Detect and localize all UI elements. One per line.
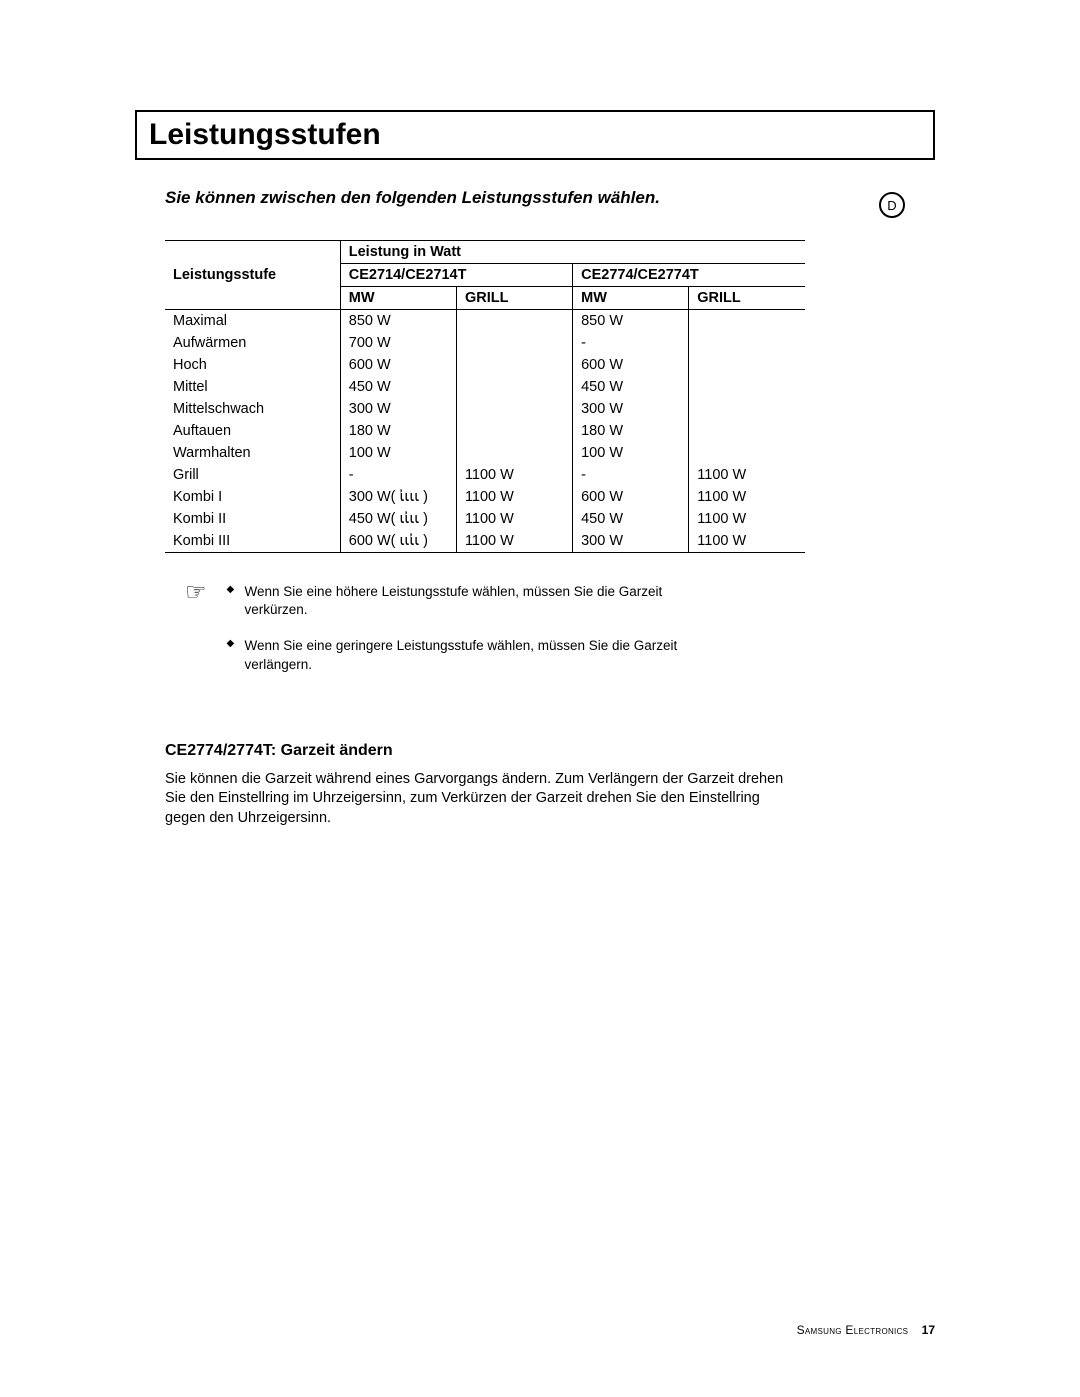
cell-grill-a: 1100 W	[456, 508, 572, 530]
cell-mw-b: -	[573, 332, 689, 354]
cell-level: Auftauen	[165, 420, 340, 442]
cell-mw-a: 300 W	[340, 398, 456, 420]
cell-mw-b: 850 W	[573, 310, 689, 333]
table-row: Kombi II 450 W( ꙇꙇ҆ꙇꙇ ) 1100 W 450 W 110…	[165, 508, 805, 530]
table-row: Kombi III 600 W( ꙇꙇꙇ҆ꙇ ) 1100 W 300 W 11…	[165, 530, 805, 553]
cell-grill-b	[689, 376, 805, 398]
cell-grill-b	[689, 442, 805, 464]
cell-grill-b: 1100 W	[689, 464, 805, 486]
cell-grill-a	[456, 398, 572, 420]
table-row: Aufwärmen 700 W -	[165, 332, 805, 354]
cell-level: Warmhalten	[165, 442, 340, 464]
cell-mw-a: 300 W( ꙇ҆ꙇꙇꙇ )	[340, 486, 456, 508]
cell-level: Kombi II	[165, 508, 340, 530]
header-mw-a: MW	[340, 287, 456, 310]
cell-mw-a: 450 W( ꙇꙇ҆ꙇꙇ )	[340, 508, 456, 530]
cell-grill-a: 1100 W	[456, 530, 572, 553]
note-item: Wenn Sie eine geringere Leistungsstufe w…	[227, 637, 697, 673]
cell-grill-a	[456, 354, 572, 376]
cell-level: Hoch	[165, 354, 340, 376]
language-badge: D	[879, 192, 905, 218]
intro-text: Sie können zwischen den folgenden Leistu…	[165, 188, 849, 208]
table-row: Auftauen 180 W 180 W	[165, 420, 805, 442]
header-mw-b: MW	[573, 287, 689, 310]
note-item: Wenn Sie eine höhere Leistungsstufe wähl…	[227, 583, 697, 619]
table-row: Warmhalten 100 W 100 W	[165, 442, 805, 464]
notes-list: Wenn Sie eine höhere Leistungsstufe wähl…	[227, 583, 697, 692]
page-title: Leistungsstufen	[149, 118, 381, 151]
cell-level: Mittel	[165, 376, 340, 398]
header-grill-a: GRILL	[456, 287, 572, 310]
cell-mw-b: -	[573, 464, 689, 486]
header-model-a: CE2714/CE2714T	[340, 264, 572, 287]
cell-mw-a: 180 W	[340, 420, 456, 442]
cell-mw-a: 600 W( ꙇꙇꙇ҆ꙇ )	[340, 530, 456, 553]
cell-grill-b	[689, 354, 805, 376]
cell-mw-b: 600 W	[573, 354, 689, 376]
cell-grill-a: 1100 W	[456, 486, 572, 508]
cell-grill-a	[456, 332, 572, 354]
cell-mw-a: 600 W	[340, 354, 456, 376]
page-footer: Samsung Electronics 17	[797, 1323, 935, 1337]
page: Leistungsstufen Sie können zwischen den …	[0, 0, 1080, 1397]
header-level: Leistungsstufe	[165, 241, 340, 310]
table-header-row-1: Leistungsstufe Leistung in Watt	[165, 241, 805, 264]
cell-mw-b: 600 W	[573, 486, 689, 508]
table-row: Grill - 1100 W - 1100 W	[165, 464, 805, 486]
header-watt-group: Leistung in Watt	[340, 241, 805, 264]
cell-grill-b	[689, 332, 805, 354]
table-row: Hoch 600 W 600 W	[165, 354, 805, 376]
cell-mw-b: 300 W	[573, 530, 689, 553]
cell-grill-b: 1100 W	[689, 508, 805, 530]
cell-mw-a: 700 W	[340, 332, 456, 354]
cell-grill-b	[689, 420, 805, 442]
header-model-b: CE2774/CE2774T	[573, 264, 805, 287]
cell-mw-b: 180 W	[573, 420, 689, 442]
pointer-icon: ☞	[185, 581, 207, 605]
cell-grill-a	[456, 442, 572, 464]
header-grill-b: GRILL	[689, 287, 805, 310]
cell-mw-a: 850 W	[340, 310, 456, 333]
notes-section: ☞ Wenn Sie eine höhere Leistungsstufe wä…	[185, 583, 905, 692]
intro-row: Sie können zwischen den folgenden Leistu…	[165, 188, 905, 218]
power-table: Leistungsstufe Leistung in Watt CE2714/C…	[165, 240, 805, 553]
footer-company: Samsung Electronics	[797, 1323, 909, 1337]
cell-mw-b: 450 W	[573, 508, 689, 530]
cell-level: Kombi I	[165, 486, 340, 508]
cell-grill-a	[456, 420, 572, 442]
cell-mw-b: 450 W	[573, 376, 689, 398]
cell-mw-a: -	[340, 464, 456, 486]
cell-level: Mittelschwach	[165, 398, 340, 420]
table-row: Maximal 850 W 850 W	[165, 310, 805, 333]
cell-grill-a	[456, 376, 572, 398]
section-heading: CE2774/2774T: Garzeit ändern	[165, 742, 905, 760]
cell-level: Aufwärmen	[165, 332, 340, 354]
cell-level: Grill	[165, 464, 340, 486]
cell-level: Maximal	[165, 310, 340, 333]
cell-grill-a	[456, 310, 572, 333]
cell-mw-a: 100 W	[340, 442, 456, 464]
cell-mw-a: 450 W	[340, 376, 456, 398]
power-table-wrap: Leistungsstufe Leistung in Watt CE2714/C…	[165, 240, 905, 553]
table-row: Kombi I 300 W( ꙇ҆ꙇꙇꙇ ) 1100 W 600 W 1100…	[165, 486, 805, 508]
title-box: Leistungsstufen	[135, 110, 935, 160]
cell-grill-b	[689, 398, 805, 420]
cell-mw-b: 100 W	[573, 442, 689, 464]
section-body: Sie können die Garzeit während eines Gar…	[165, 770, 795, 829]
footer-page-number: 17	[922, 1323, 935, 1337]
cell-grill-a: 1100 W	[456, 464, 572, 486]
table-row: Mittel 450 W 450 W	[165, 376, 805, 398]
cell-mw-b: 300 W	[573, 398, 689, 420]
cell-grill-b	[689, 310, 805, 333]
table-row: Mittelschwach 300 W 300 W	[165, 398, 805, 420]
cell-grill-b: 1100 W	[689, 486, 805, 508]
cell-level: Kombi III	[165, 530, 340, 553]
cell-grill-b: 1100 W	[689, 530, 805, 553]
